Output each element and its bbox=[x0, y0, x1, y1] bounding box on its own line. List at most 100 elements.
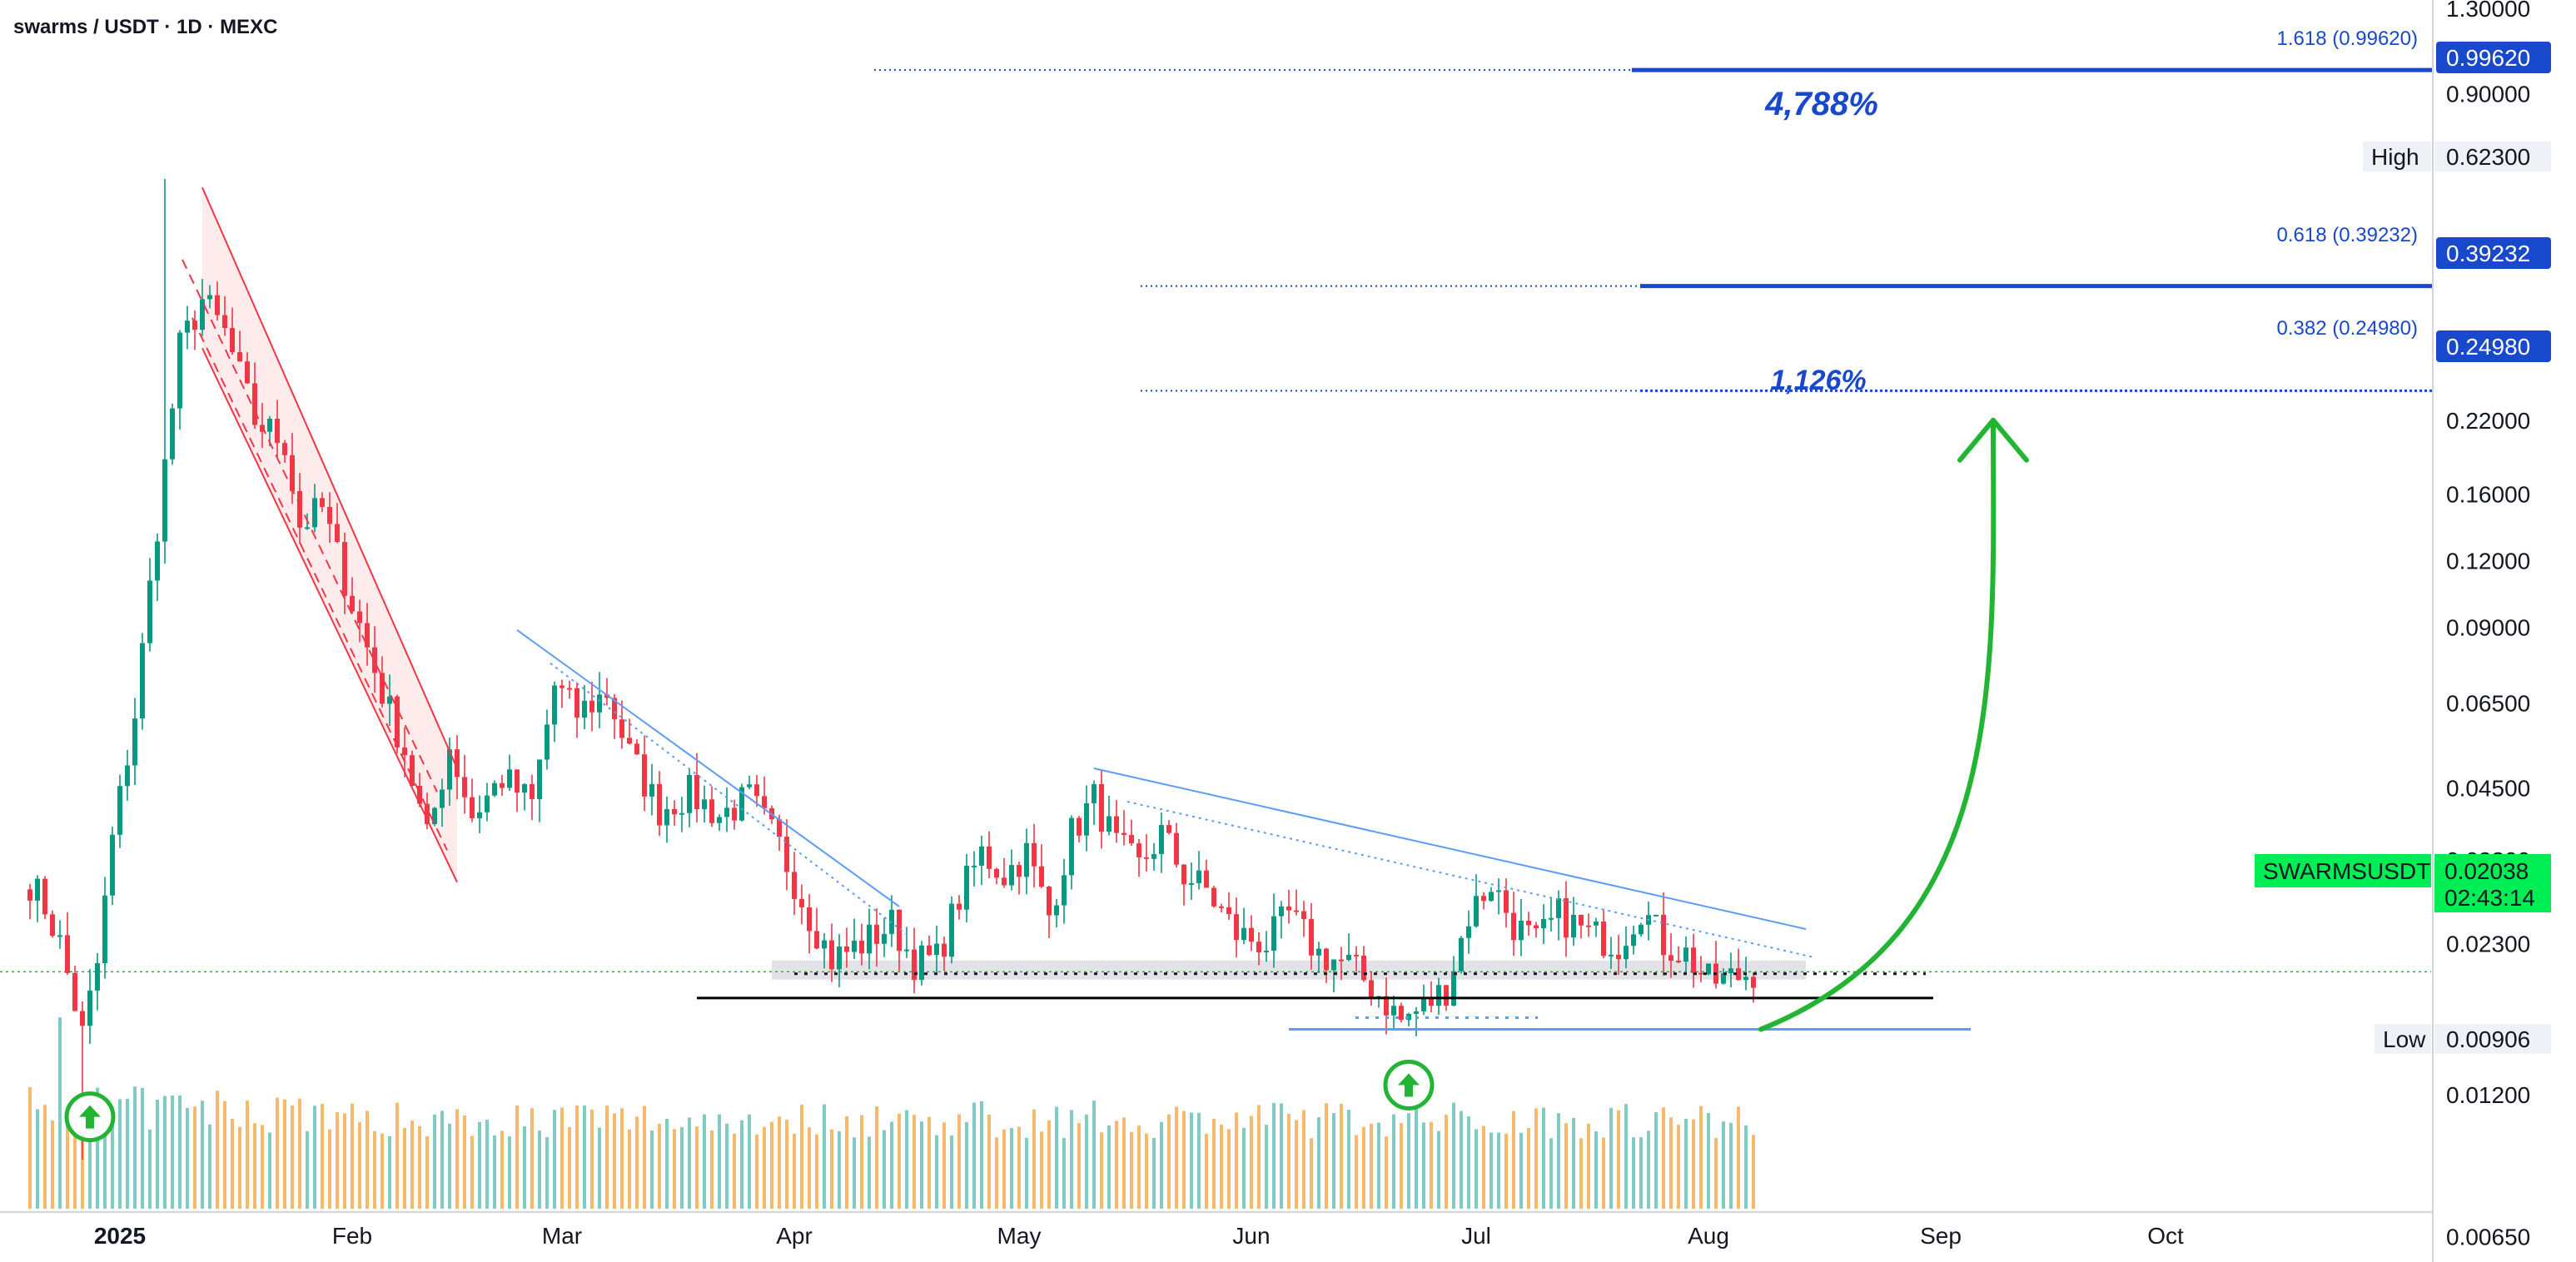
volume-bar bbox=[343, 1113, 346, 1209]
candle-body bbox=[1174, 832, 1179, 865]
candle-body bbox=[837, 946, 842, 970]
volume-bar bbox=[1422, 1122, 1425, 1209]
volume-bar bbox=[763, 1126, 766, 1209]
volume-bar bbox=[793, 1134, 796, 1209]
volume-bar bbox=[306, 1130, 309, 1209]
volume-bar bbox=[1055, 1106, 1058, 1209]
high-label-bg bbox=[2363, 142, 2431, 171]
candle-body bbox=[927, 945, 932, 956]
candle-body bbox=[814, 931, 819, 949]
volume-bar bbox=[680, 1126, 684, 1209]
candle-body bbox=[1361, 955, 1366, 981]
candle-body bbox=[1564, 898, 1569, 938]
candle-body bbox=[934, 943, 939, 956]
volume-bar bbox=[1752, 1135, 1755, 1209]
candle-body bbox=[1226, 907, 1231, 915]
volume-bar bbox=[1137, 1125, 1141, 1209]
volume-bar bbox=[1474, 1129, 1478, 1209]
price-tick-label: 0.00650 bbox=[2446, 1225, 2530, 1250]
volume-bar bbox=[328, 1129, 331, 1209]
volume-bar bbox=[358, 1122, 361, 1209]
candle-body bbox=[672, 808, 677, 815]
fib-label-0618: 0.618 (0.39232) bbox=[2277, 224, 2418, 246]
candle-body bbox=[1264, 951, 1269, 953]
candle-body bbox=[492, 783, 497, 796]
volume-bar bbox=[987, 1114, 991, 1209]
volume-bar bbox=[815, 1134, 818, 1209]
candle-body bbox=[230, 327, 235, 353]
volume-bar bbox=[1587, 1123, 1590, 1209]
volume-bar bbox=[1325, 1103, 1328, 1209]
volume-bar bbox=[268, 1132, 271, 1209]
volume-bar bbox=[1392, 1114, 1395, 1209]
candle-body bbox=[57, 935, 62, 937]
high-label: High bbox=[2371, 144, 2419, 170]
volume-bar bbox=[455, 1109, 459, 1209]
volume-bar bbox=[515, 1105, 519, 1209]
volume-bar bbox=[1280, 1103, 1283, 1209]
candle-body bbox=[365, 623, 370, 648]
candle-body bbox=[979, 846, 984, 866]
volume-bar bbox=[1070, 1110, 1073, 1209]
volume-bar bbox=[778, 1116, 781, 1209]
volume-bar bbox=[1010, 1128, 1013, 1209]
volume-bar bbox=[1549, 1138, 1553, 1209]
volume-bar bbox=[823, 1104, 826, 1209]
candle-body bbox=[634, 743, 639, 755]
candles bbox=[27, 178, 1756, 1160]
candle-body bbox=[395, 696, 400, 748]
time-tick-label: Jul bbox=[1461, 1223, 1491, 1249]
candle-body bbox=[95, 963, 100, 991]
volume-bar bbox=[935, 1135, 938, 1209]
candle-body bbox=[305, 527, 310, 529]
volume-bar bbox=[373, 1130, 376, 1209]
current-price: 0.02038 bbox=[2444, 858, 2529, 884]
volume-bar bbox=[740, 1120, 743, 1209]
candle-body bbox=[1399, 1006, 1404, 1021]
volume-bar bbox=[1527, 1127, 1530, 1209]
candle-body bbox=[1369, 980, 1374, 999]
candle-body bbox=[110, 834, 115, 896]
candle-body bbox=[1571, 914, 1576, 938]
volume-bar bbox=[1092, 1101, 1096, 1209]
candle-body bbox=[559, 685, 564, 688]
volume-bar bbox=[785, 1120, 788, 1209]
candle-body bbox=[1668, 955, 1673, 961]
gain-label-4788: 4,788% bbox=[1764, 86, 1878, 122]
time-tick-label: Feb bbox=[332, 1223, 372, 1249]
price-tick-label: 0.04500 bbox=[2446, 776, 2530, 802]
volume-bar bbox=[1085, 1114, 1088, 1209]
volume-bar bbox=[1707, 1113, 1710, 1209]
resistance-trendline bbox=[516, 629, 900, 907]
candle-body bbox=[1474, 896, 1479, 927]
price-tick-label: 1.30000 bbox=[2446, 0, 2530, 22]
volume-bar bbox=[1714, 1138, 1718, 1209]
volume-bar bbox=[1452, 1102, 1455, 1209]
candle-body bbox=[402, 747, 407, 756]
candle-body bbox=[132, 718, 137, 766]
volume-bar bbox=[1504, 1133, 1508, 1209]
candle-body bbox=[1077, 817, 1082, 836]
candle-body bbox=[1099, 783, 1104, 832]
time-axis[interactable]: 2025 Feb Mar Apr May Jun Jul Aug Sep Oct bbox=[94, 1223, 2184, 1249]
candle-body bbox=[357, 611, 362, 624]
candle-body bbox=[1301, 911, 1306, 920]
volume-bar bbox=[553, 1110, 556, 1209]
volume-bar bbox=[1512, 1110, 1515, 1209]
volume-bar bbox=[733, 1133, 736, 1209]
candle-body bbox=[1639, 924, 1644, 935]
volume-bar bbox=[1197, 1112, 1201, 1209]
candle-body bbox=[447, 749, 452, 790]
candle-body bbox=[552, 685, 557, 725]
volume-bar bbox=[1624, 1104, 1628, 1209]
candle-body bbox=[679, 812, 684, 815]
down-channel-bottom bbox=[201, 347, 458, 883]
volume-bar bbox=[605, 1105, 609, 1209]
candle-body bbox=[207, 295, 212, 300]
candle-body bbox=[807, 907, 812, 932]
candle-body bbox=[604, 694, 609, 698]
candle-body bbox=[1286, 906, 1291, 911]
fib-tag-1618: 0.99620 bbox=[2446, 45, 2530, 71]
candle-body bbox=[867, 924, 872, 954]
